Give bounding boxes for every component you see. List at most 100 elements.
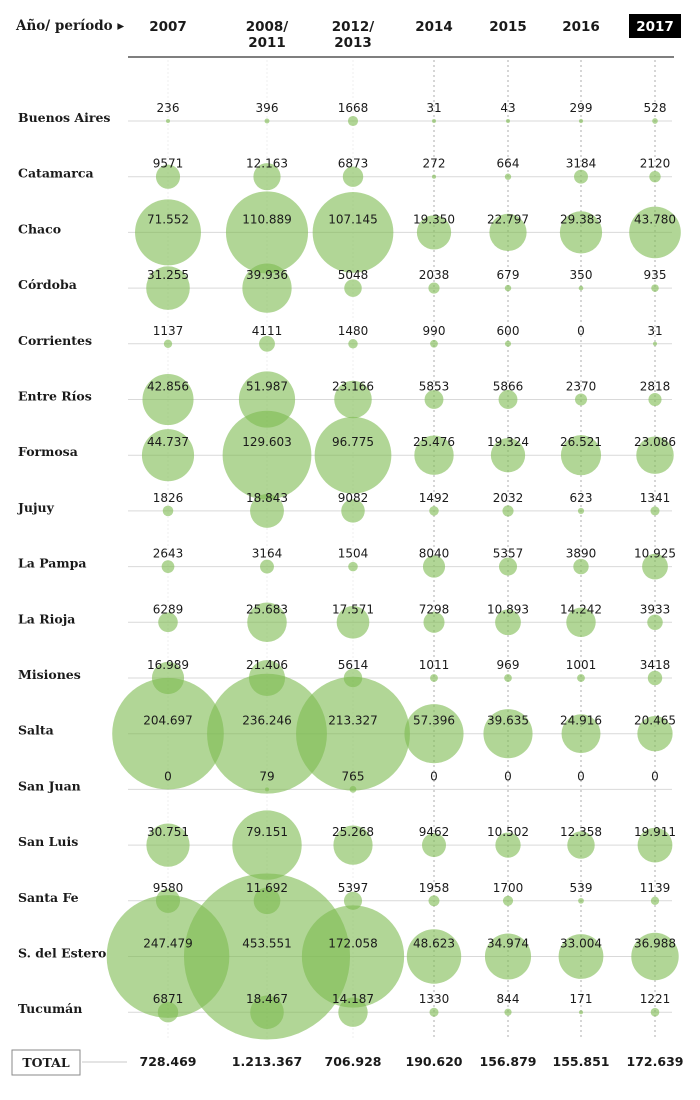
bubble bbox=[558, 934, 604, 979]
bubble bbox=[155, 164, 181, 189]
value-label: 57.396 bbox=[413, 714, 455, 728]
value-label: 539 bbox=[570, 881, 593, 895]
value-label: 11.692 bbox=[246, 881, 288, 895]
bubble bbox=[416, 215, 452, 250]
total-value: 728.469 bbox=[140, 1054, 197, 1069]
row-label: Formosa bbox=[18, 444, 78, 459]
value-label: 1958 bbox=[419, 881, 450, 895]
bubble bbox=[146, 266, 190, 310]
column-header: 2015 bbox=[489, 19, 527, 35]
value-label: 71.552 bbox=[147, 212, 189, 226]
value-label: 1330 bbox=[419, 992, 450, 1006]
value-label: 30.751 bbox=[147, 825, 189, 839]
value-label: 1221 bbox=[640, 992, 671, 1006]
value-label: 1480 bbox=[338, 324, 369, 338]
bubble bbox=[649, 171, 661, 183]
row-label: Buenos Aires bbox=[18, 110, 110, 125]
bubble bbox=[504, 340, 512, 347]
value-label: 29.383 bbox=[560, 212, 602, 226]
total-label: TOTAL bbox=[22, 1055, 70, 1070]
labels: Año/ período ▸ 2007 2008/2011 2012/2013 2014… bbox=[11, 14, 683, 1076]
value-label: 20.465 bbox=[634, 714, 676, 728]
bubble bbox=[498, 557, 518, 576]
bubble bbox=[404, 704, 464, 764]
value-label: 43 bbox=[500, 101, 515, 115]
value-label: 19.911 bbox=[634, 825, 676, 839]
value-label: 4111 bbox=[252, 324, 283, 338]
value-label: 5357 bbox=[493, 547, 524, 561]
bubble bbox=[183, 873, 351, 1040]
bubble bbox=[158, 612, 178, 633]
value-label: 110.889 bbox=[242, 212, 292, 226]
value-label: 600 bbox=[497, 324, 520, 338]
row-label: Córdoba bbox=[18, 277, 77, 292]
total-value: 155.851 bbox=[553, 1054, 610, 1069]
column-header: 2007 bbox=[149, 19, 187, 35]
value-label: 10.893 bbox=[487, 602, 529, 616]
value-label: 107.145 bbox=[328, 212, 378, 226]
value-label: 1668 bbox=[338, 101, 369, 115]
value-label: 33.004 bbox=[560, 937, 602, 951]
bubble bbox=[341, 499, 365, 523]
value-label: 1700 bbox=[493, 881, 524, 895]
value-label: 236.246 bbox=[242, 714, 292, 728]
column-header: 2008/ bbox=[246, 19, 289, 35]
bubble bbox=[414, 435, 454, 475]
bubble bbox=[489, 213, 527, 252]
row-label: Catamarca bbox=[18, 166, 94, 181]
value-label: 79.151 bbox=[246, 825, 288, 839]
value-label: 39.635 bbox=[487, 714, 529, 728]
value-label: 26.521 bbox=[560, 435, 602, 449]
value-label: 0 bbox=[577, 324, 585, 338]
bubble bbox=[498, 390, 518, 409]
value-label: 9580 bbox=[153, 881, 184, 895]
value-label: 679 bbox=[497, 268, 520, 282]
column-header: 2016 bbox=[562, 19, 600, 35]
bubble bbox=[578, 118, 584, 124]
bubble bbox=[142, 373, 194, 426]
bubble bbox=[334, 380, 372, 419]
bubble bbox=[429, 506, 439, 516]
bubble bbox=[648, 392, 662, 407]
bubble bbox=[301, 905, 405, 1008]
bubble bbox=[161, 560, 175, 573]
value-label: 1137 bbox=[153, 324, 184, 338]
value-label: 12.358 bbox=[560, 825, 602, 839]
bubble bbox=[349, 785, 357, 793]
value-label: 6873 bbox=[338, 157, 369, 171]
column-header: 2011 bbox=[248, 35, 286, 51]
bubble bbox=[560, 435, 602, 476]
bubble bbox=[431, 174, 437, 179]
value-label: 10.502 bbox=[487, 825, 529, 839]
column-header: 2013 bbox=[334, 35, 372, 51]
bubble bbox=[343, 891, 363, 910]
value-label: 2370 bbox=[566, 380, 597, 394]
bubble bbox=[430, 674, 438, 682]
row-label: S. del Estero bbox=[18, 946, 106, 961]
value-label: 21.406 bbox=[246, 658, 288, 672]
bubble bbox=[146, 823, 190, 867]
bubbles bbox=[106, 115, 681, 1040]
value-label: 9462 bbox=[419, 825, 450, 839]
bubble bbox=[574, 169, 588, 184]
bubble bbox=[348, 339, 358, 349]
value-label: 664 bbox=[497, 157, 520, 171]
value-label: 9082 bbox=[338, 491, 369, 505]
value-label: 0 bbox=[577, 769, 585, 783]
value-label: 23.086 bbox=[634, 435, 676, 449]
bubble bbox=[432, 119, 436, 123]
bubble bbox=[166, 119, 170, 123]
row-label: Entre Ríos bbox=[18, 389, 92, 404]
bubble bbox=[135, 199, 201, 266]
value-label: 96.775 bbox=[332, 435, 374, 449]
bubble bbox=[484, 933, 532, 980]
bubble bbox=[163, 339, 173, 348]
value-label: 5866 bbox=[493, 380, 524, 394]
bubble bbox=[336, 605, 370, 639]
value-label: 2818 bbox=[640, 380, 671, 394]
bubble bbox=[577, 674, 585, 682]
value-label: 79 bbox=[259, 769, 274, 783]
row-label: La Pampa bbox=[18, 556, 86, 571]
column-header: 2012/ bbox=[332, 19, 375, 35]
bubble bbox=[222, 410, 312, 500]
